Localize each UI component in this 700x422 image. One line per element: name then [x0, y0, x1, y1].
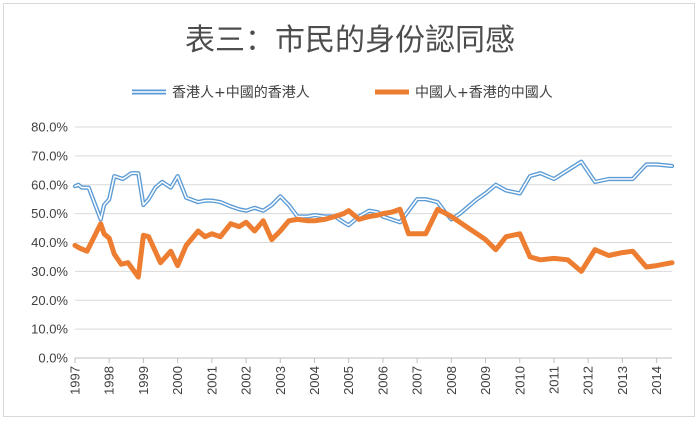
y-tick-label: 40.0% — [31, 235, 68, 250]
y-tick-label: 10.0% — [31, 322, 68, 337]
x-tick-label: 2005 — [341, 366, 356, 395]
x-tick-label: 2003 — [273, 366, 288, 395]
series-lines — [72, 159, 675, 280]
x-tick-label: 1998 — [102, 366, 117, 395]
x-tick-label: 1999 — [136, 366, 151, 395]
x-tick-label: 2001 — [204, 366, 219, 395]
y-tick-label: 50.0% — [31, 206, 68, 221]
x-tick-label: 2002 — [239, 366, 254, 395]
y-tick-label: 60.0% — [31, 177, 68, 192]
x-tick-label: 2013 — [615, 366, 630, 395]
x-tick-label: 2008 — [444, 366, 459, 395]
series-line-2 — [72, 206, 675, 280]
legend-item-series-1: 香港人+中國的香港人 — [132, 85, 310, 101]
x-tick-label: 2009 — [478, 366, 493, 395]
legend-label-series-1: 香港人+中國的香港人 — [172, 85, 310, 101]
y-axis-ticks: 0.0% 10.0% 20.0% 30.0% 40.0% 50.0% 60.0% 70.0% 8… — [31, 120, 68, 366]
x-tick-label: 1997 — [68, 366, 83, 395]
x-tick-label: 2004 — [307, 366, 322, 395]
x-tick-label: 2000 — [170, 366, 185, 395]
x-tick-label: 2011 — [546, 366, 561, 394]
x-tick-label: 2012 — [581, 366, 596, 395]
x-axis-ticks: 1997 1998 1999 2000 2001 2002 2003 2004 2005 2006… — [68, 358, 664, 395]
y-tick-label: 30.0% — [31, 264, 68, 279]
x-tick-label: 2007 — [410, 366, 425, 395]
x-tick-label: 2010 — [512, 366, 527, 395]
legend: 香港人+中國的香港人 中國人+香港的中國人 — [132, 85, 553, 101]
y-tick-label: 20.0% — [31, 293, 68, 308]
x-tick-label: 2006 — [375, 366, 390, 395]
legend-item-series-2: 中國人+香港的中國人 — [375, 85, 553, 101]
y-tick-label: 0.0% — [38, 351, 68, 366]
legend-label-series-2: 中國人+香港的中國人 — [415, 85, 553, 101]
y-tick-label: 70.0% — [31, 148, 68, 163]
x-tick-label: 2014 — [649, 366, 664, 395]
chart-title: 表三：市民的身份認同感 — [185, 23, 515, 58]
y-tick-label: 80.0% — [31, 120, 68, 135]
